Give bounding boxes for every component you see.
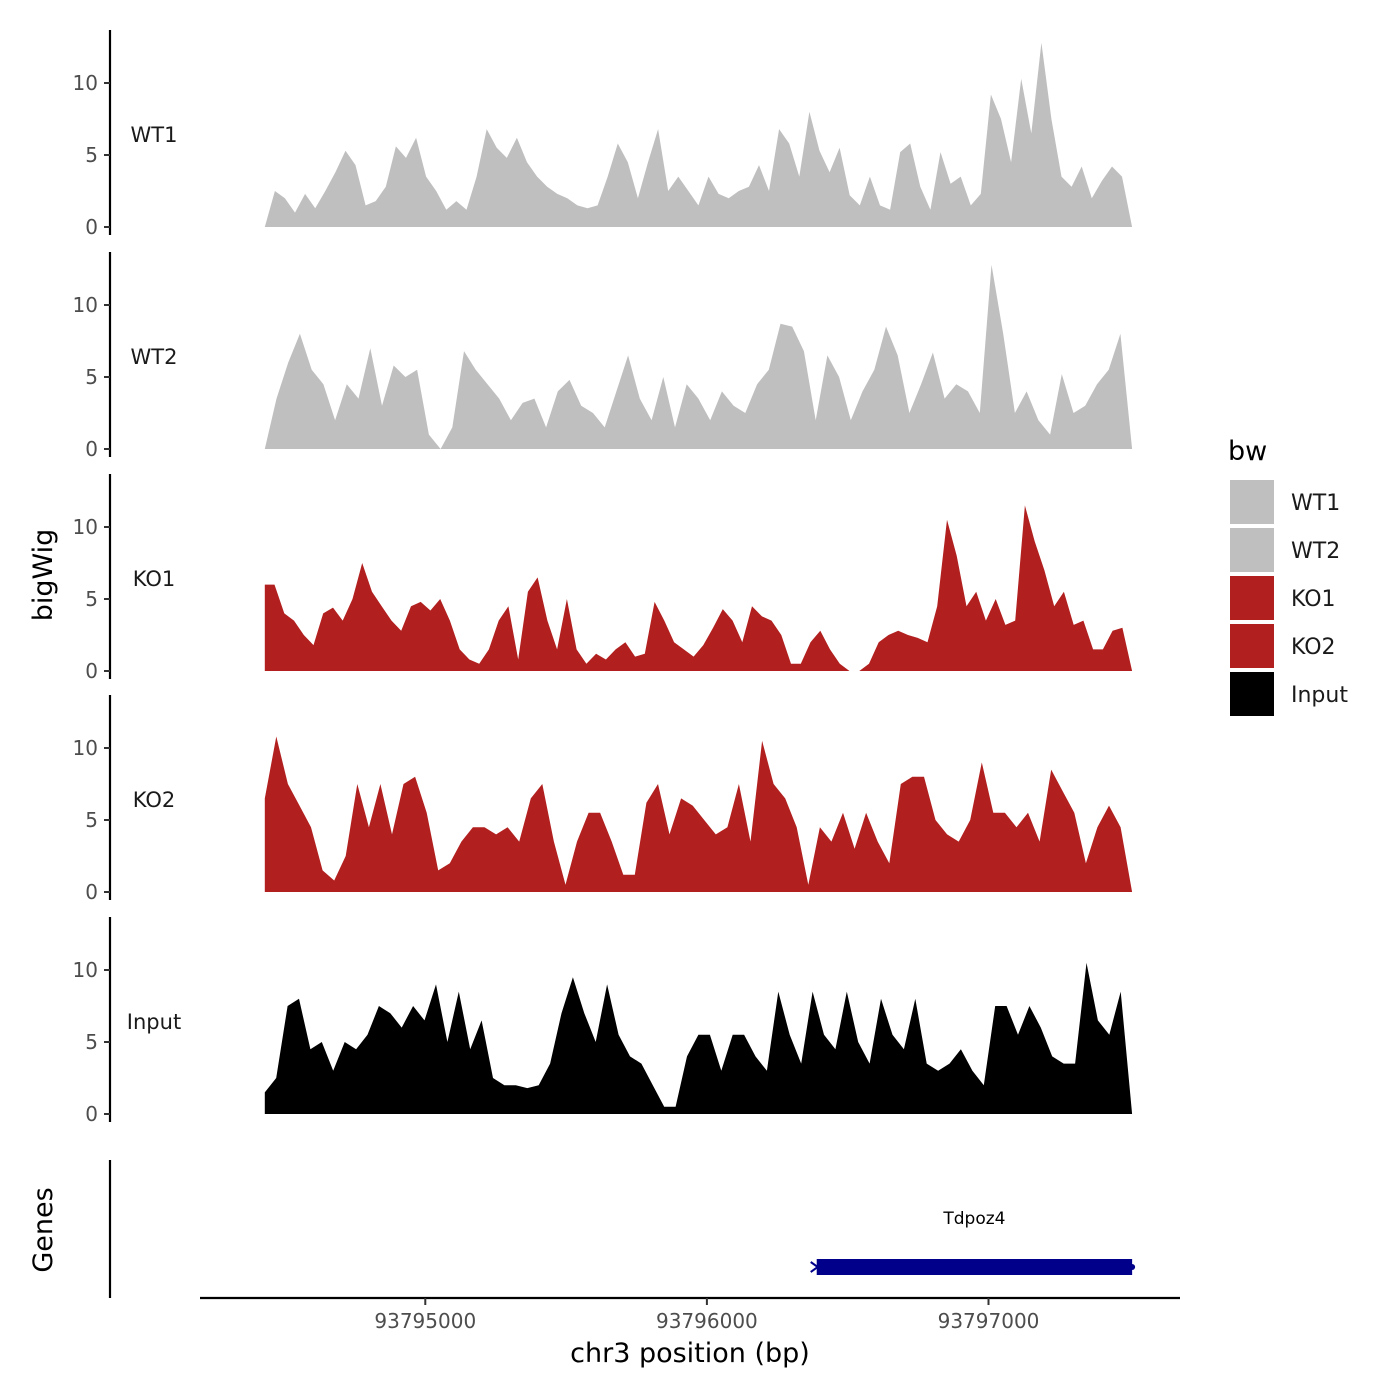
y-tick-label: 0 bbox=[85, 215, 98, 239]
y-tick-label: 10 bbox=[73, 71, 98, 95]
x-axis-title: chr3 position (bp) bbox=[570, 1338, 810, 1369]
x-tick-label: 93797000 bbox=[938, 1309, 1040, 1333]
x-axis: 93795000 93796000 93797000 bbox=[200, 1296, 1180, 1333]
y-tick-label: 10 bbox=[73, 958, 98, 982]
track-ko2: 0 5 10 KO2 bbox=[73, 695, 1133, 904]
y-tick-label: 0 bbox=[85, 437, 98, 461]
coverage-area-ko1 bbox=[264, 505, 1133, 671]
y-tick-label: 5 bbox=[85, 1030, 98, 1054]
legend-key-ko2 bbox=[1230, 624, 1274, 668]
legend-label-ko2: KO2 bbox=[1291, 635, 1336, 660]
legend-label-wt1: WT1 bbox=[1291, 491, 1340, 516]
coverage-area-input bbox=[264, 962, 1133, 1114]
legend-title: bw bbox=[1228, 436, 1267, 467]
gene-label-tdpoz4: Tdpoz4 bbox=[942, 1209, 1005, 1229]
coverage-area-ko2 bbox=[264, 736, 1133, 892]
legend-key-wt2 bbox=[1230, 528, 1274, 572]
y-tick-label: 10 bbox=[73, 736, 98, 760]
y-tick-label: 10 bbox=[73, 293, 98, 317]
legend-label-input: Input bbox=[1291, 683, 1348, 708]
y-tick-label: 0 bbox=[85, 1102, 98, 1126]
legend-key-input bbox=[1230, 672, 1274, 716]
gene-body-tdpoz4 bbox=[816, 1259, 1133, 1275]
track-ko1: 0 5 10 KO1 bbox=[73, 474, 1133, 683]
coverage-area-wt2 bbox=[264, 264, 1133, 449]
y-tick-label: 0 bbox=[85, 659, 98, 683]
x-tick-label: 93796000 bbox=[656, 1309, 758, 1333]
x-tick-label: 93795000 bbox=[374, 1309, 476, 1333]
y-tick-label: 5 bbox=[85, 587, 98, 611]
legend-key-wt1 bbox=[1230, 480, 1274, 524]
track-label-ko2: KO2 bbox=[133, 788, 176, 812]
track-label-wt1: WT1 bbox=[131, 123, 178, 147]
legend-label-wt2: WT2 bbox=[1291, 539, 1340, 564]
track-panels: 0 5 10 WT1 0 5 10 WT2 0 5 10 KO1 0 5 10 KO2 0 5 10 Input bbox=[73, 30, 1133, 1126]
gene-strand-arrow bbox=[810, 1261, 820, 1273]
track-label-wt2: WT2 bbox=[131, 345, 178, 369]
track-wt2: 0 5 10 WT2 bbox=[73, 252, 1133, 461]
y-tick-label: 0 bbox=[85, 880, 98, 904]
track-input: 0 5 10 Input bbox=[73, 917, 1133, 1126]
y-tick-label: 5 bbox=[85, 143, 98, 167]
track-label-ko1: KO1 bbox=[133, 567, 176, 591]
track-label-input: Input bbox=[127, 1010, 181, 1034]
legend-label-ko1: KO1 bbox=[1291, 587, 1336, 612]
track-wt1: 0 5 10 WT1 bbox=[73, 30, 1133, 239]
genes-axis-title: Genes bbox=[28, 1187, 59, 1272]
legend-key-ko1 bbox=[1230, 576, 1274, 620]
y-tick-label: 5 bbox=[85, 365, 98, 389]
y-tick-label: 5 bbox=[85, 808, 98, 832]
coverage-area-wt1 bbox=[264, 42, 1133, 228]
genes-panel: Tdpoz4 bbox=[108, 1160, 1136, 1298]
y-tick-label: 10 bbox=[73, 515, 98, 539]
y-axis-title: bigWig bbox=[28, 529, 59, 622]
gene-end-cap bbox=[1129, 1264, 1136, 1270]
legend: bw WT1 WT2 KO1 KO2 Input bbox=[1228, 436, 1348, 716]
